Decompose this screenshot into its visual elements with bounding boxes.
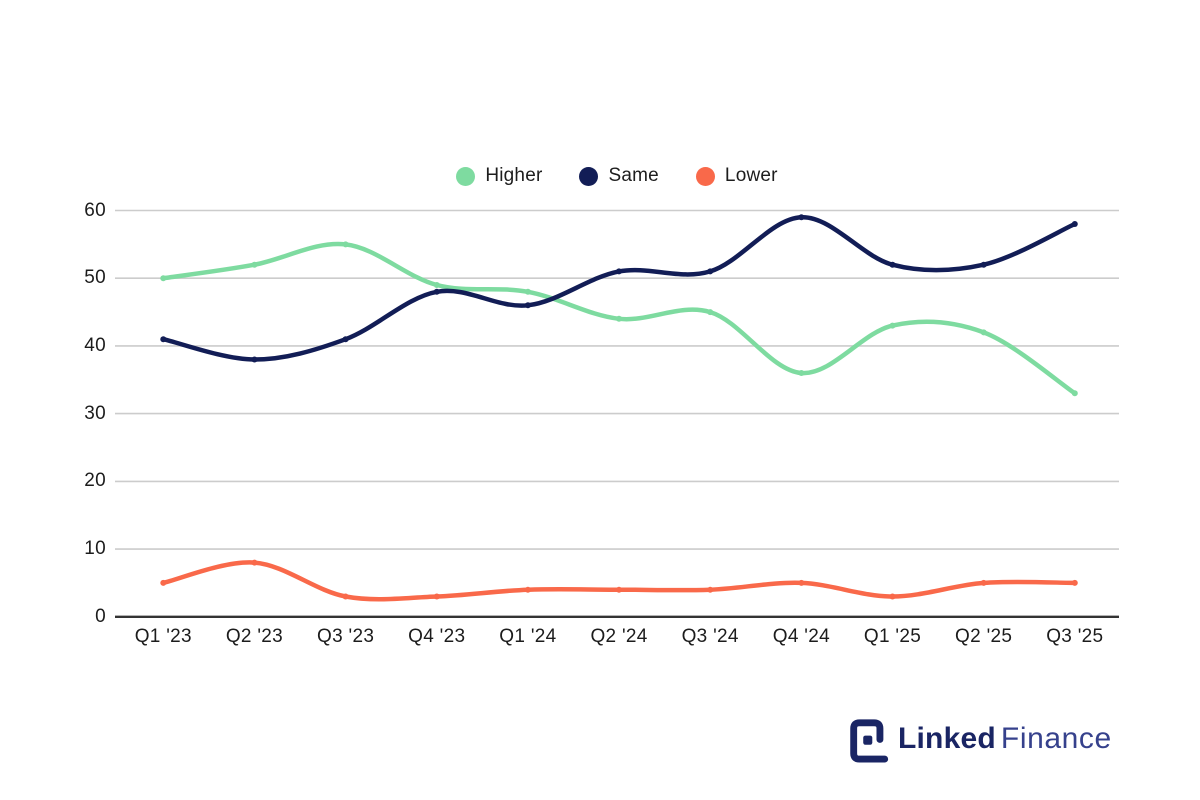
legend-swatch-lower — [695, 166, 715, 186]
y-tick-label-20: 20 — [84, 470, 106, 492]
data-point-lower-9 — [980, 579, 987, 586]
x-tick-label-6: Q3 '24 — [681, 626, 739, 647]
x-tick-label-5: Q2 '24 — [590, 626, 648, 647]
data-point-same-0 — [160, 336, 167, 343]
data-point-lower-0 — [160, 579, 167, 586]
legend: Higher Same Lower — [115, 163, 1119, 189]
x-tick-label-3: Q4 '23 — [408, 626, 466, 647]
data-point-higher-8 — [889, 322, 896, 329]
series-line-same — [161, 215, 1078, 362]
data-point-higher-10 — [1071, 390, 1078, 397]
data-point-lower-3 — [433, 593, 440, 600]
linkedfinance-icon — [850, 718, 889, 763]
data-point-lower-6 — [707, 586, 714, 593]
data-point-higher-5 — [616, 315, 622, 322]
x-tick-label-2: Q3 '23 — [317, 626, 375, 647]
data-point-same-4 — [524, 302, 531, 309]
data-point-higher-0 — [160, 275, 167, 282]
data-point-same-3 — [433, 288, 440, 295]
data-point-lower-2 — [342, 593, 349, 600]
data-point-higher-4 — [524, 288, 531, 295]
data-point-same-10 — [1071, 221, 1078, 227]
x-tick-label-8: Q1 '25 — [863, 626, 922, 647]
y-tick-label-10: 10 — [84, 538, 106, 560]
series-line-lower — [161, 560, 1078, 602]
data-point-same-9 — [980, 261, 987, 268]
y-tick-label-50: 50 — [84, 267, 106, 289]
data-point-higher-1 — [251, 261, 258, 268]
legend-label-lower: Lower — [724, 165, 778, 186]
data-point-lower-8 — [889, 593, 896, 600]
data-point-lower-1 — [251, 559, 258, 566]
data-point-higher-2 — [342, 241, 349, 248]
x-tick-label-4: Q1 '24 — [499, 626, 557, 647]
legend-label-same: Same — [608, 165, 659, 186]
x-tick-label-1: Q2 '23 — [225, 626, 284, 647]
data-point-same-5 — [616, 268, 622, 275]
x-tick-label-9: Q2 '25 — [955, 626, 1013, 647]
logo-text-light: Finance — [1000, 722, 1112, 755]
legend-item-lower[interactable]: Lower — [695, 165, 778, 187]
logo-text-bold: Linked — [898, 722, 996, 755]
legend-item-same[interactable]: Same — [579, 165, 659, 187]
legend-swatch-higher — [456, 166, 476, 186]
legend-item-higher[interactable]: Higher — [456, 165, 542, 187]
y-tick-label-0: 0 — [95, 605, 106, 627]
linkedfinance-logo[interactable]: Linked Finance — [847, 713, 1112, 765]
data-point-lower-4 — [524, 586, 531, 593]
data-point-same-8 — [889, 261, 896, 268]
data-point-higher-9 — [980, 329, 987, 336]
x-tick-label-0: Q1 '23 — [134, 626, 192, 647]
data-point-lower-5 — [616, 586, 622, 593]
data-point-lower-7 — [798, 579, 805, 586]
x-tick-label-7: Q4 '24 — [772, 626, 830, 647]
y-tick-label-30: 30 — [84, 402, 106, 424]
data-point-lower-10 — [1071, 579, 1078, 586]
data-point-same-1 — [251, 356, 258, 363]
data-point-higher-7 — [798, 370, 805, 376]
data-point-same-6 — [707, 268, 714, 275]
legend-swatch-same — [579, 166, 599, 186]
y-tick-label-40: 40 — [84, 334, 106, 356]
data-point-higher-3 — [433, 282, 440, 288]
data-point-same-7 — [798, 214, 805, 221]
y-tick-label-60: 60 — [84, 199, 106, 221]
data-point-same-2 — [342, 336, 349, 343]
legend-label-higher: Higher — [485, 165, 543, 186]
data-point-higher-6 — [707, 309, 714, 316]
x-tick-label-10: Q3 '25 — [1046, 626, 1104, 647]
